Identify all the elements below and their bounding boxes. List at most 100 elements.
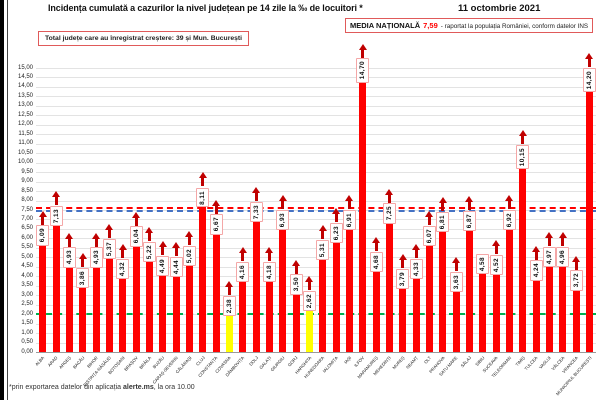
- bar-municipiul-bucurești: [585, 83, 593, 352]
- increase-arrow-icon: [558, 232, 567, 247]
- bar-value-text: 2,62: [305, 294, 313, 309]
- y-axis-tick-label: 3,00: [21, 291, 33, 298]
- increase-arrow-head: [585, 53, 594, 60]
- bar-value-label: 4,44: [169, 256, 183, 277]
- media-nationala-line: [36, 207, 596, 210]
- x-axis-label: ALBA: [35, 356, 46, 368]
- bar-constanța: [212, 225, 220, 352]
- bar-călărași: [185, 256, 193, 352]
- increase-arrow-head: [545, 231, 554, 238]
- x-axis-label: GORJ: [287, 356, 300, 368]
- increase-arrow-icon: [238, 247, 247, 262]
- x-axis-label: SĂLAJ: [460, 356, 473, 369]
- bar-value-text: 4,49: [159, 258, 167, 273]
- bar-value-text: 6,81: [439, 214, 447, 230]
- bar-value-label: 4,68: [369, 252, 383, 273]
- increase-arrow-icon: [292, 259, 301, 274]
- increase-arrow-icon: [78, 252, 87, 267]
- increase-arrow-icon: [52, 191, 61, 206]
- increase-arrow-shaft: [67, 238, 71, 247]
- increase-arrow-icon: [318, 225, 327, 240]
- increase-arrow-icon: [585, 53, 594, 68]
- y-axis-tick-label: 0,50: [21, 339, 33, 346]
- chart-title: Incidența cumulată a cazurilor la nivel …: [48, 3, 363, 13]
- increase-arrow-head: [305, 276, 314, 283]
- bar-value-text: 6,87: [465, 213, 473, 228]
- bar-maramureș: [372, 263, 380, 352]
- bar-value-text: 6,93: [279, 212, 287, 227]
- increase-arrow-icon: [572, 255, 581, 270]
- bar-value-text: 4,33: [412, 261, 420, 277]
- increase-arrow-icon: [198, 172, 207, 187]
- increase-arrow-head: [158, 241, 167, 247]
- x-axis-label: IAȘI: [343, 356, 353, 365]
- y-axis-tick-label: 11,00: [18, 140, 33, 147]
- increase-arrow-head: [558, 232, 567, 239]
- national-average-label: MEDIA NAȚIONALĂ: [350, 21, 421, 30]
- increase-arrow-shaft: [521, 135, 525, 144]
- x-axis-label: SIBIU: [475, 356, 486, 368]
- bar-value-label: 3,86: [76, 267, 90, 288]
- bar-teleorman: [505, 220, 513, 352]
- increase-arrow-head: [52, 191, 60, 198]
- increase-arrow-shaft: [227, 286, 231, 295]
- x-axis-label: MUREȘ: [392, 356, 406, 371]
- bar-brașov: [132, 237, 140, 352]
- bar-value-label: 5,22: [142, 241, 156, 263]
- grid-line: [36, 323, 596, 325]
- grid-line: [36, 352, 596, 353]
- grid-line: [36, 276, 596, 278]
- increase-arrow-icon: [92, 232, 101, 247]
- y-axis-tick-label: 3,50: [21, 282, 33, 289]
- grid-line: [36, 228, 596, 230]
- increase-arrow-head: [38, 210, 47, 217]
- grid-line: [36, 257, 596, 259]
- bar-covasna: [225, 306, 233, 352]
- grid-line: [36, 68, 596, 69]
- bar-value-text: 4,93: [92, 250, 100, 265]
- bar-value-label: 6,81: [436, 211, 450, 233]
- bar-vaslui: [545, 257, 553, 352]
- bar-value-text: 4,96: [559, 249, 567, 265]
- increase-arrow-icon: [278, 194, 287, 209]
- increase-arrow-shaft: [214, 205, 218, 214]
- increase-arrow-shaft: [467, 201, 471, 210]
- bar-value-label: 4,97: [542, 246, 556, 267]
- bar-value-label: 4,18: [262, 261, 276, 282]
- increase-arrow-icon: [105, 224, 114, 239]
- increase-arrow-head: [292, 259, 300, 266]
- increase-arrow-shaft: [414, 250, 418, 259]
- bar-vrancea: [572, 281, 580, 352]
- bar-value-label: 6,91: [342, 209, 356, 231]
- bar-dolj: [252, 213, 260, 352]
- grid-line: [36, 77, 596, 79]
- bar-value-label: 2,62: [302, 291, 316, 312]
- bar-value-label: 4,52: [489, 255, 503, 276]
- increase-arrow-shaft: [94, 238, 98, 247]
- y-axis-tick-label: 9,00: [21, 178, 33, 185]
- y-axis-tick-label: 10,50: [17, 149, 33, 156]
- increase-arrow-icon: [545, 231, 554, 246]
- bar-value-text: 14,70: [359, 61, 367, 80]
- bar-cluj: [199, 198, 207, 352]
- secondary-blue-dashed-line: [36, 209, 596, 212]
- grid-line: [36, 115, 596, 117]
- bar-caraș-severin: [172, 267, 180, 352]
- bar-value-label: 6,04: [129, 226, 143, 247]
- grid-line: [36, 134, 596, 136]
- increase-arrow-head: [252, 187, 260, 194]
- bar-value-text: 7,33: [252, 204, 260, 220]
- increase-arrow-icon: [398, 254, 407, 269]
- left-window-edge: [0, 0, 4, 400]
- bar-value-text: 6,09: [39, 228, 47, 243]
- bar-value-label: 10,15: [516, 144, 530, 169]
- increase-arrow-shaft: [401, 260, 405, 269]
- increase-arrow-icon: [172, 241, 181, 256]
- y-axis-tick-label: 6,00: [21, 234, 33, 241]
- bar-value-text: 4,32: [119, 261, 127, 277]
- grid-line: [36, 285, 596, 287]
- bar-mehedinți: [385, 214, 393, 352]
- bar-value-label: 3,63: [449, 272, 463, 293]
- bar-value-text: 4,68: [372, 255, 380, 270]
